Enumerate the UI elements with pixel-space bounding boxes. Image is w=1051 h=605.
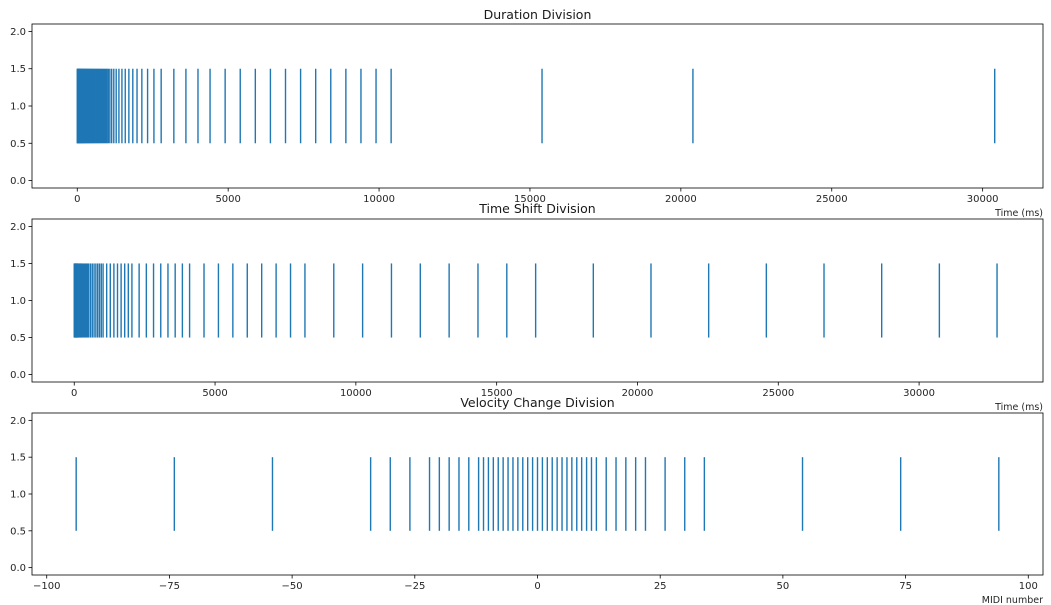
x-tick-label: −25 <box>404 581 425 592</box>
y-tick-label: 1.5 <box>10 453 26 464</box>
chart-title: Duration Division <box>484 7 592 22</box>
y-tick-label: 1.0 <box>10 490 26 501</box>
x-tick-label: 10000 <box>363 194 395 205</box>
x-tick-label: 5000 <box>215 194 240 205</box>
y-tick-label: 1.0 <box>10 102 26 113</box>
y-tick-label: 0.5 <box>10 333 26 344</box>
event-lines <box>76 68 996 144</box>
x-tick-label: 100 <box>1019 581 1038 592</box>
x-tick-label: 30000 <box>967 194 999 205</box>
y-tick-label: 1.5 <box>10 259 26 270</box>
y-tick-label: 0.0 <box>10 370 26 381</box>
x-tick-label: −75 <box>159 581 180 592</box>
chart-title: Velocity Change Division <box>460 395 614 410</box>
x-tick-label: 15000 <box>514 194 546 205</box>
x-tick-label: 10000 <box>340 388 372 399</box>
panel-velocity-change-division: −100 −75 −50 −25 0 25 50 75 100 0.0 0.5 1.0 1.5 2.0 Ve… <box>10 395 1044 605</box>
y-tick-label: 0.5 <box>10 526 26 537</box>
y-tick-label: 0.5 <box>10 139 26 150</box>
x-axis-label: MIDI number <box>982 595 1043 605</box>
y-tick-label: 2.0 <box>10 222 26 233</box>
x-tick-label: 15000 <box>481 388 513 399</box>
chart-title: Time Shift Division <box>478 201 595 216</box>
event-lines <box>75 457 1000 531</box>
panel-time-shift-division: 0 5000 10000 15000 20000 25000 30000 0.0 0.5 1.0 1… <box>10 201 1044 413</box>
x-tick-label: 20000 <box>622 388 654 399</box>
panel-duration-division: 0 5000 10000 15000 20000 25000 30000 0.0 0.5 1.0 1… <box>10 7 1044 219</box>
y-tick-label: 1.0 <box>10 296 26 307</box>
event-lines <box>73 263 998 338</box>
x-tick-label: 75 <box>899 581 912 592</box>
axes-frame <box>31 23 1044 189</box>
axes-frame <box>31 218 1044 383</box>
x-tick-label: −100 <box>33 581 60 592</box>
y-tick-label: 0.0 <box>10 563 26 574</box>
x-tick-label: 30000 <box>903 388 935 399</box>
x-tick-label: 0 <box>74 194 80 205</box>
x-tick-label: 50 <box>777 581 790 592</box>
x-tick-label: 20000 <box>665 194 697 205</box>
x-tick-label: 5000 <box>202 388 227 399</box>
y-tick-label: 2.0 <box>10 27 26 38</box>
x-tick-label: 25000 <box>762 388 794 399</box>
y-tick-label: 1.5 <box>10 64 26 75</box>
x-tick-label: 25 <box>654 581 667 592</box>
x-tick-label: 0 <box>534 581 540 592</box>
y-tick-label: 2.0 <box>10 416 26 427</box>
x-tick-label: 25000 <box>816 194 848 205</box>
x-tick-label: −50 <box>282 581 303 592</box>
x-axis-label: Time (ms) <box>994 402 1043 413</box>
x-axis-label: Time (ms) <box>994 208 1043 219</box>
y-tick-label: 0.0 <box>10 176 26 187</box>
x-tick-label: 0 <box>71 388 77 399</box>
